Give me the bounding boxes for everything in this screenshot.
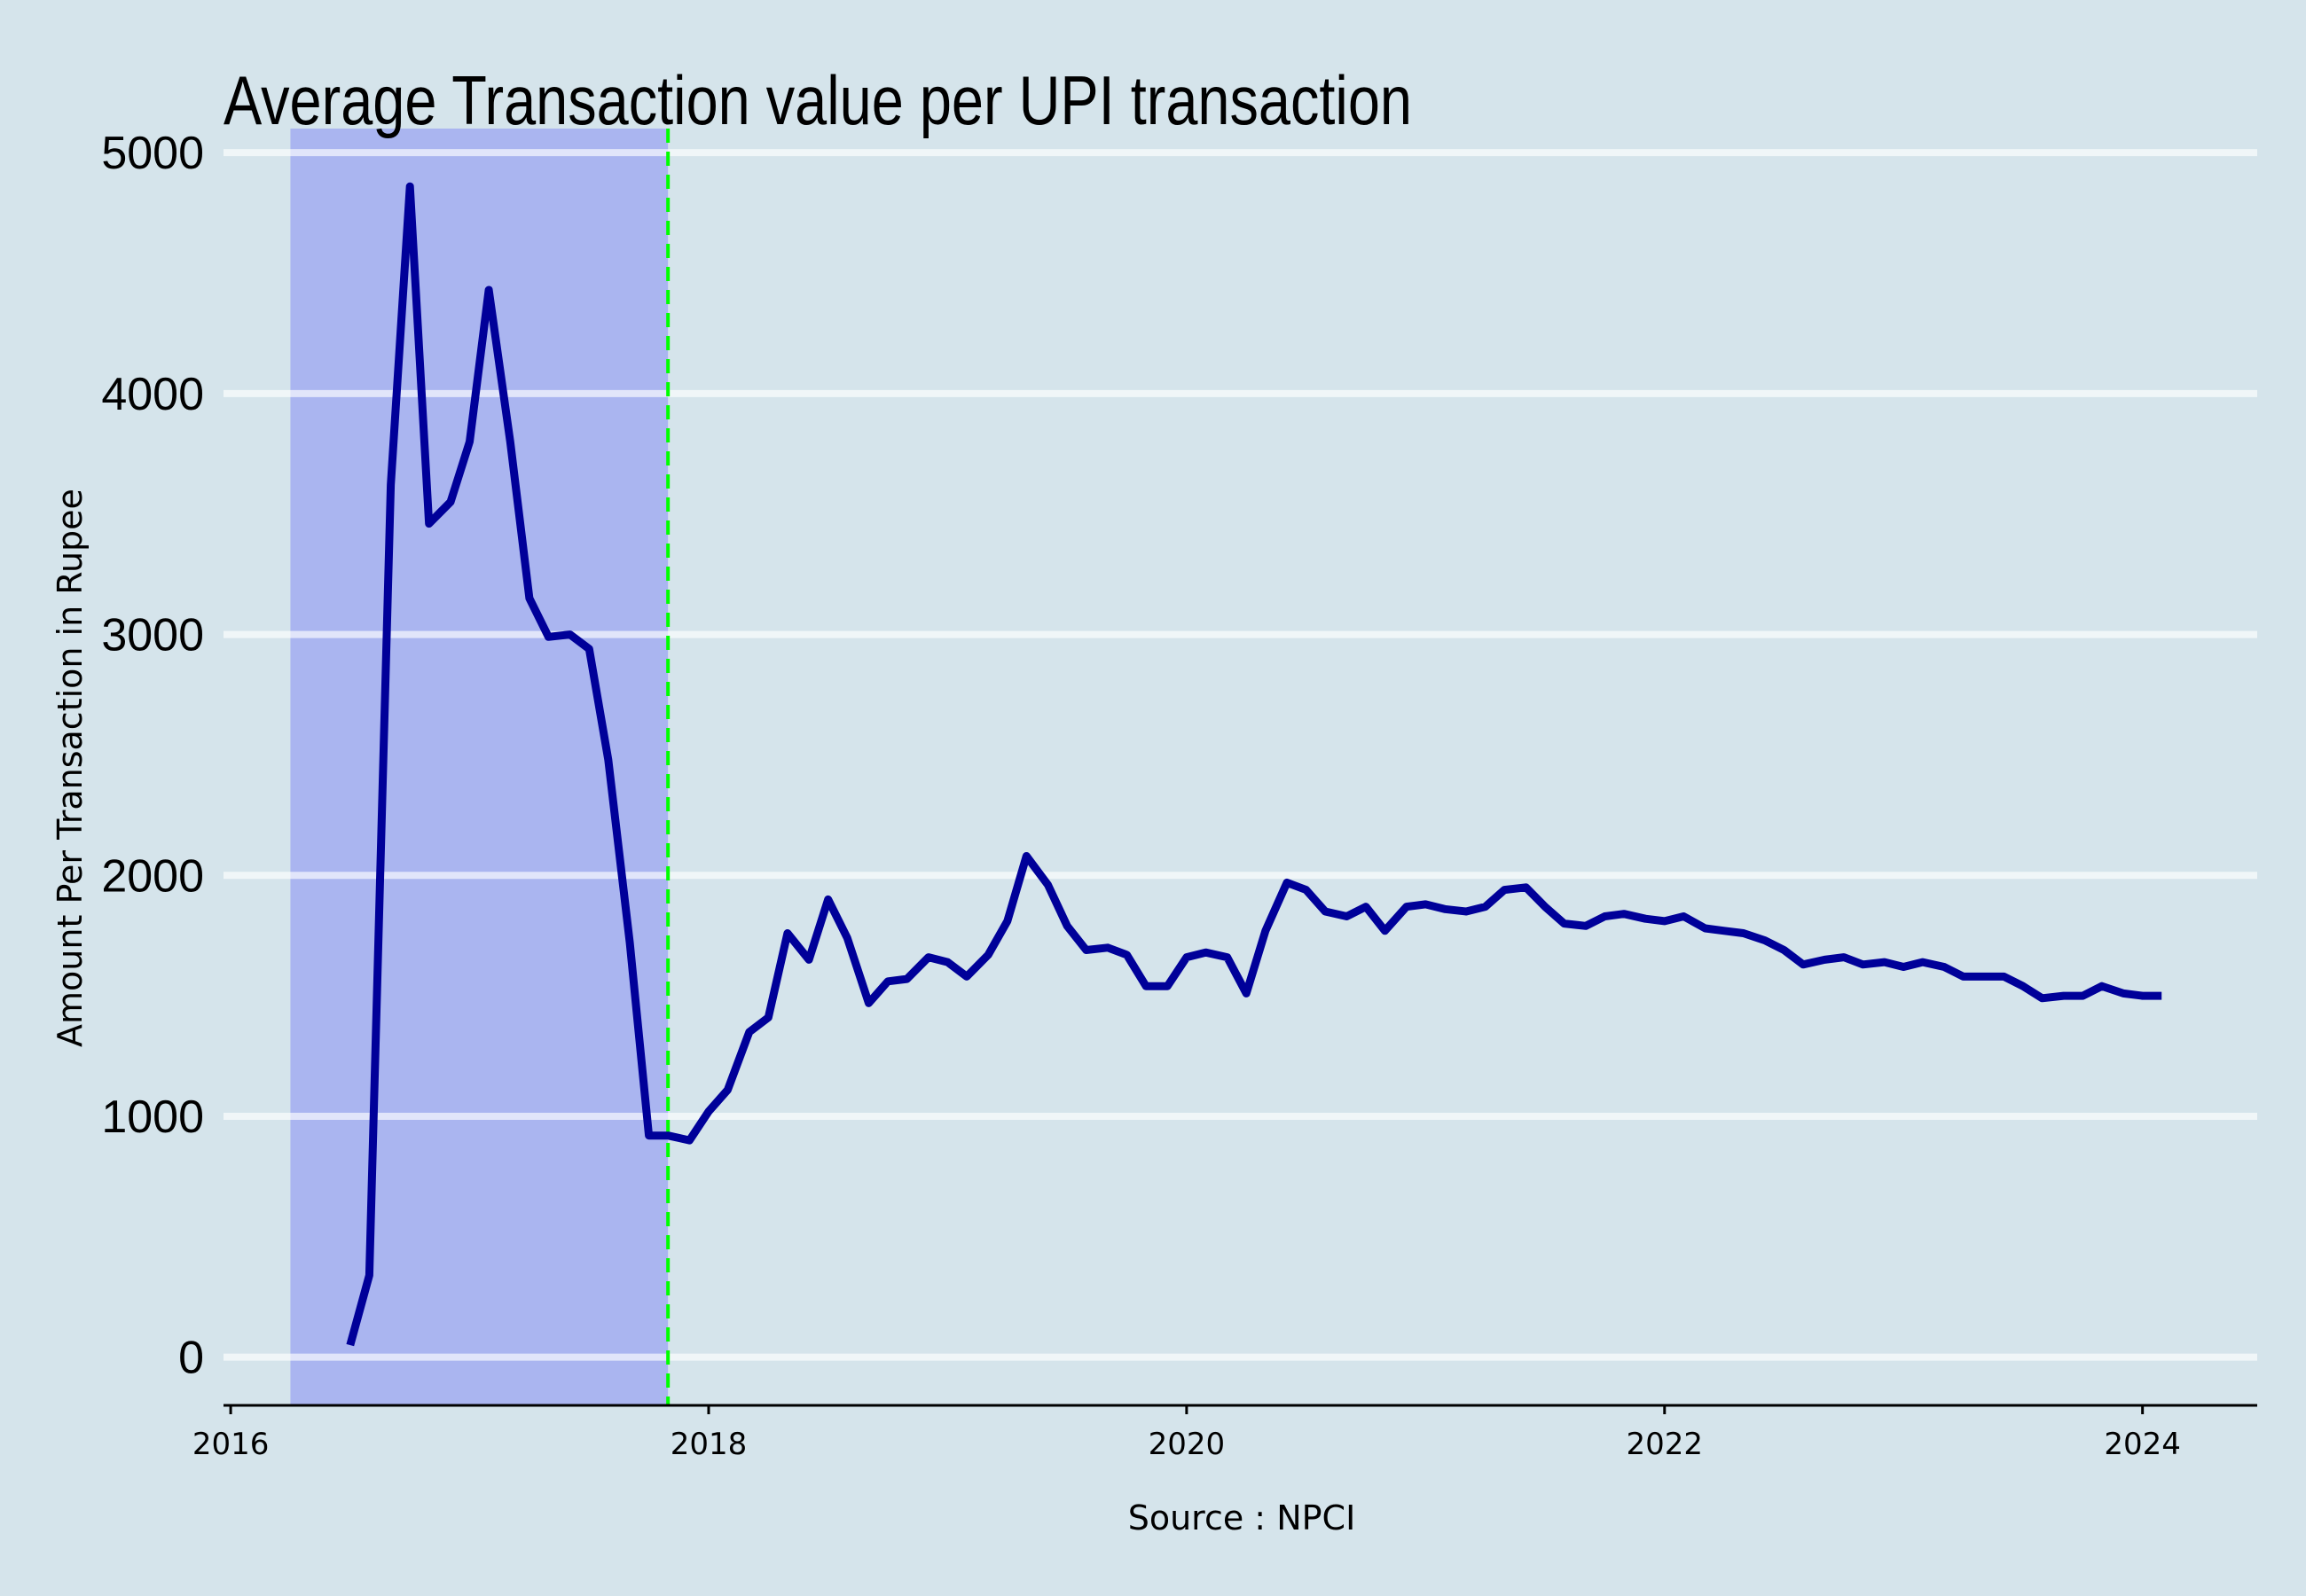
- y-axis-ticks: 0 1000 2000 3000 4000 5000: [101, 128, 204, 1383]
- x-axis: 2016 2018 2020 2022 2024: [192, 1404, 2257, 1462]
- x-tick-label-2022: 2022: [1627, 1427, 1704, 1462]
- x-tick-label-2024: 2024: [2104, 1427, 2181, 1462]
- gridlines: [224, 149, 2257, 1361]
- y-tick-label-0: 0: [178, 1333, 204, 1384]
- y-tick-label-3000: 3000: [101, 610, 204, 661]
- y-axis-title: Amount Per Transaction in Rupee: [51, 489, 90, 1047]
- y-tick-label-2000: 2000: [101, 850, 204, 902]
- series-layer: [346, 182, 2162, 1347]
- y-tick-label-5000: 5000: [101, 128, 204, 179]
- x-axis-title: Source : NPCI: [1128, 1498, 1356, 1537]
- series-line-0: [346, 182, 2162, 1347]
- chart-title: Average Transaction value per UPI transa…: [224, 61, 1412, 139]
- x-tick-label-2020: 2020: [1149, 1427, 1226, 1462]
- x-tick-label-2018: 2018: [671, 1427, 748, 1462]
- x-tick-label-2016: 2016: [192, 1427, 270, 1462]
- y-tick-label-1000: 1000: [101, 1091, 204, 1143]
- y-tick-label-4000: 4000: [101, 369, 204, 420]
